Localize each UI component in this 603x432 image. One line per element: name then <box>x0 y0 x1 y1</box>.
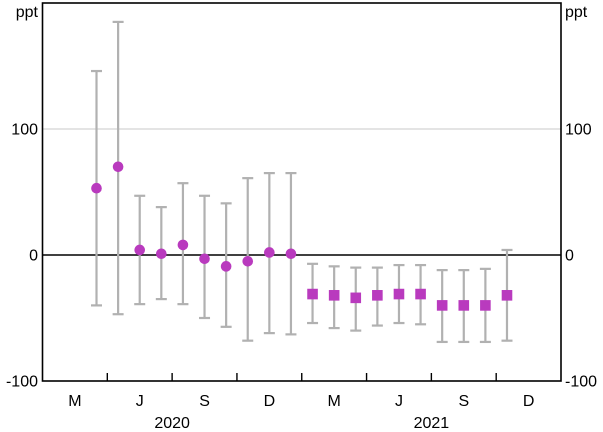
data-point-square <box>415 288 426 300</box>
y-tick-label-right: -100 <box>565 374 597 391</box>
data-point-square <box>501 290 513 301</box>
data-point-square <box>480 300 491 311</box>
month-label: J <box>395 393 403 410</box>
data-point-square <box>328 290 340 301</box>
y-tick-label-left: 0 <box>29 248 38 265</box>
month-label: M <box>327 393 340 410</box>
y-tick-label-right: 0 <box>565 248 574 265</box>
data-point-circle <box>285 248 297 260</box>
y-tick-label-left: -100 <box>6 374 38 391</box>
data-point-square <box>458 300 470 311</box>
plot-border <box>41 2 562 382</box>
data-point-square <box>307 288 318 300</box>
data-point-square <box>393 288 405 300</box>
month-label: J <box>136 393 144 410</box>
month-label: S <box>199 393 210 410</box>
unit-label-left: ppt <box>16 4 39 21</box>
unit-label-right: ppt <box>565 4 588 21</box>
data-point-square <box>350 292 362 304</box>
data-point-circle <box>91 182 102 194</box>
data-point-circle <box>134 244 146 256</box>
year-label: 2021 <box>414 415 450 432</box>
data-point-circle <box>220 261 232 272</box>
month-label: D <box>264 393 276 410</box>
data-point-circle <box>242 255 254 267</box>
y-tick-label-right: 100 <box>565 122 592 139</box>
month-label: S <box>458 393 469 410</box>
data-point-circle <box>156 248 167 260</box>
data-point-circle <box>199 253 210 265</box>
data-point-circle <box>264 247 275 258</box>
data-point-circle <box>177 239 189 251</box>
data-point-square <box>372 290 383 301</box>
month-label: M <box>68 393 81 410</box>
year-label: 2020 <box>154 415 190 432</box>
data-point-circle <box>112 161 124 173</box>
data-point-square <box>436 300 448 311</box>
month-label: D <box>523 393 535 410</box>
y-tick-label-left: 100 <box>11 122 38 139</box>
